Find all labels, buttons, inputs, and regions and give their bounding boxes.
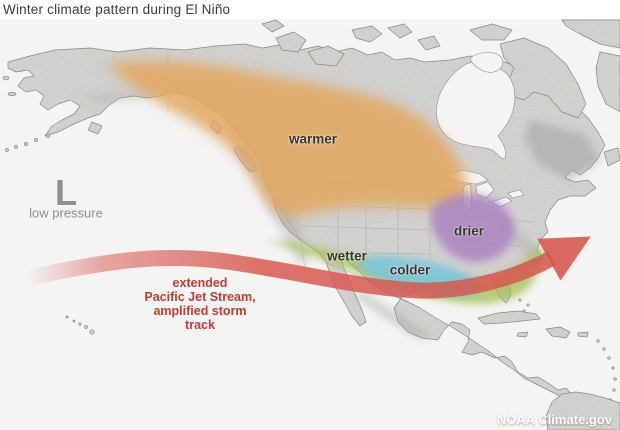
region-label-colder: colder: [389, 262, 431, 278]
hudson-bay: [436, 61, 516, 159]
noaa-climate-gov-credit: NOAA Climate.gov: [496, 412, 612, 427]
jet-stream-annotation-line: Pacific Jet Stream,: [144, 290, 256, 304]
figure-title: Winter climate pattern during El Niño: [3, 2, 231, 17]
jet-stream-annotation: extended Pacific Jet Stream, amplified s…: [110, 276, 290, 332]
jet-stream-arrow: [26, 236, 591, 299]
jet-stream-annotation-line: extended: [172, 276, 228, 290]
jet-stream-annotation-line: track: [185, 318, 215, 332]
warmer-band: [106, 61, 468, 217]
drier-band: [430, 194, 515, 262]
low-pressure-symbol: L: [55, 172, 77, 213]
region-label-drier: drier: [453, 223, 485, 239]
jet-stream-annotation-line: amplified storm: [153, 304, 247, 318]
region-label-wetter: wetter: [327, 248, 367, 264]
low-pressure-label: low pressure: [29, 205, 103, 221]
region-label-warmer: warmer: [288, 131, 338, 147]
